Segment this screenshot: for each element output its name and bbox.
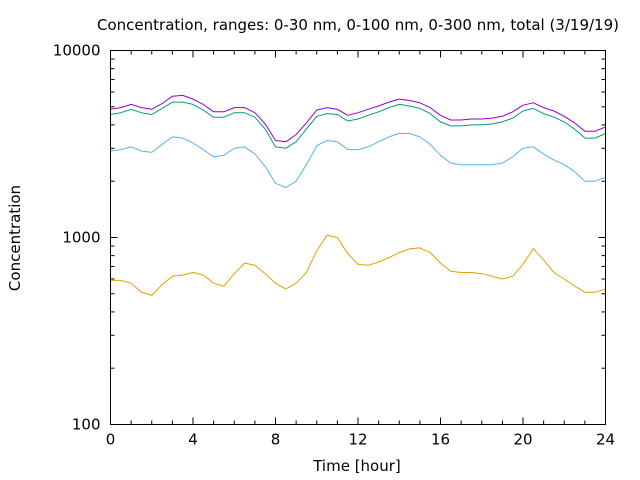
series-line-2 bbox=[110, 101, 606, 149]
series-line-4 bbox=[110, 234, 606, 296]
y-tick-label: 10000 bbox=[53, 42, 101, 60]
x-tick-label: 4 bbox=[188, 431, 198, 449]
x-tick-label: 20 bbox=[513, 431, 532, 449]
y-tick-label: 1000 bbox=[62, 229, 100, 247]
chart-title: Concentration, ranges: 0-30 nm, 0-100 nm… bbox=[97, 16, 619, 34]
plot-frame bbox=[110, 50, 606, 425]
x-tick-label: 16 bbox=[431, 431, 450, 449]
y-axis-label: Concentration bbox=[6, 185, 24, 291]
series-line-3 bbox=[110, 133, 606, 188]
x-tick-label: 8 bbox=[271, 431, 281, 449]
axis-layer: 0 4 8 12 16 20 24 100 1000 10000 bbox=[53, 42, 615, 449]
x-axis-label: Time [hour] bbox=[312, 457, 401, 475]
x-tick-label: 0 bbox=[106, 431, 116, 449]
series-layer bbox=[110, 94, 606, 296]
y-tick-label: 100 bbox=[72, 416, 101, 434]
series-line-1 bbox=[110, 94, 606, 143]
x-tick-label: 12 bbox=[348, 431, 367, 449]
x-tick-label: 24 bbox=[596, 431, 615, 449]
